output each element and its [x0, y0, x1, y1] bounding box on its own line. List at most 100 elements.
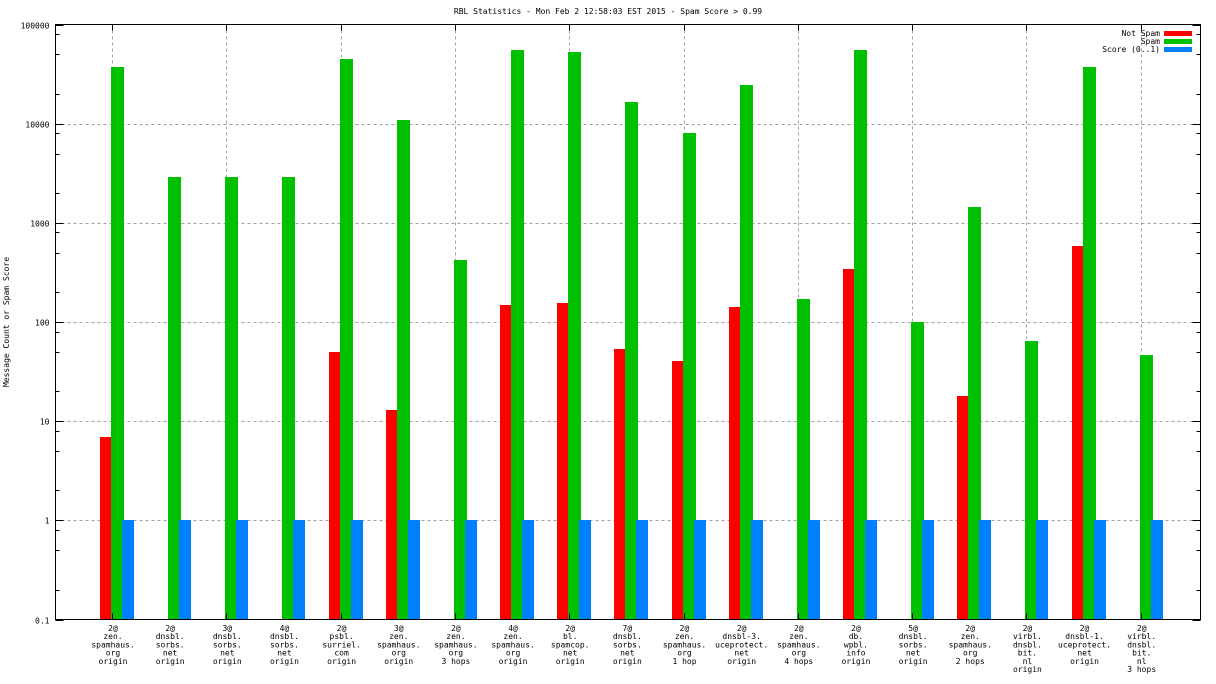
x-tick-label: sorbs.: [213, 640, 242, 649]
x-tick-label: sorbs.: [613, 640, 642, 649]
bar-spam: [568, 52, 581, 620]
x-tick-label: info: [846, 649, 865, 658]
x-tick-label: spamhaus.: [949, 640, 992, 649]
x-tick-label: origin: [556, 657, 585, 666]
x-tick-label: bl.: [563, 632, 577, 641]
x-tick-label: zen.: [389, 632, 408, 641]
bar-score-0-1: [1094, 520, 1106, 620]
x-tick-label: dnsbl.: [1127, 640, 1156, 649]
x-tick-label: org: [449, 649, 464, 658]
x-tick-label: dnsbl.: [899, 632, 928, 641]
x-tick-label: 2@: [794, 624, 804, 633]
x-axis-labels: 2@zen.spamhaus.orgorigin2@dnsbl.sorbs.ne…: [91, 624, 1156, 674]
bar-spam: [1140, 355, 1153, 620]
x-tick-label: 2@: [851, 624, 861, 633]
x-tick-label: wpbl.: [844, 640, 868, 649]
x-tick-label: origin: [727, 657, 756, 666]
x-tick-label: 2@: [1023, 624, 1033, 633]
x-tick-label: zen.: [675, 632, 694, 641]
bar-score-0-1: [465, 520, 477, 620]
bar-score-0-1: [579, 520, 591, 620]
bars: [100, 50, 1163, 620]
bar-spam: [225, 177, 238, 620]
x-tick-label: surriel.: [322, 640, 361, 649]
x-tick-label: nl: [1023, 657, 1033, 666]
y-tick-label: 10000: [25, 121, 49, 130]
y-axis-label: Message Count or Spam Score: [2, 257, 11, 387]
x-tick-label: 2@: [1080, 624, 1090, 633]
bar-spam: [282, 177, 295, 620]
x-tick-label: 2@: [451, 624, 461, 633]
x-tick-label: 7@: [623, 624, 633, 633]
x-tick-label: 3 hops: [1127, 665, 1156, 674]
x-tick-label: org: [963, 649, 978, 658]
x-tick-label: db.: [849, 632, 863, 641]
bar-spam: [797, 299, 810, 620]
y-tick-label: 0.1: [35, 617, 50, 626]
bar-not-spam: [729, 307, 741, 620]
x-tick-label: 4@: [508, 624, 518, 633]
x-tick-label: net: [163, 649, 178, 658]
x-tick-label: org: [677, 649, 692, 658]
x-tick-label: uceprotect.: [1058, 640, 1111, 649]
x-tick-label: uceprotect.: [715, 640, 768, 649]
y-axis-ticks: 0.1 1 10 100 1000 10000 100000: [21, 22, 1201, 626]
chart-title: RBL Statistics - Mon Feb 2 12:58:03 EST …: [454, 7, 762, 16]
bar-spam: [397, 120, 410, 620]
y-tick-label: 100: [35, 319, 50, 328]
x-tick-label: net: [563, 649, 578, 658]
x-tick-label: 1 hop: [672, 657, 696, 666]
bar-score-0-1: [122, 520, 134, 620]
x-tick-label: origin: [1013, 665, 1042, 674]
x-tick-label: 3@: [222, 624, 232, 633]
x-tick-label: dnsbl-3.: [722, 632, 761, 641]
bar-not-spam: [100, 437, 112, 620]
x-tick-label: origin: [327, 657, 356, 666]
x-tick-label: 4@: [280, 624, 290, 633]
x-tick-label: 2@: [965, 624, 975, 633]
bar-score-0-1: [522, 520, 534, 620]
bar-score-0-1: [808, 520, 820, 620]
bar-score-0-1: [922, 520, 934, 620]
x-tick-label: zen.: [446, 632, 465, 641]
bar-spam: [625, 102, 638, 620]
y-tick-label: 1000: [30, 220, 49, 229]
x-tick-label: virbl.: [1013, 632, 1042, 641]
bar-not-spam: [386, 410, 398, 620]
x-tick-label: org: [106, 649, 121, 658]
bar-score-0-1: [636, 520, 648, 620]
x-tick-label: zen.: [503, 632, 522, 641]
y-tick-label: 100000: [21, 22, 50, 31]
x-tick-label: 3@: [394, 624, 404, 633]
bar-spam: [911, 322, 924, 620]
x-tick-label: zen.: [103, 632, 122, 641]
x-tick-label: origin: [841, 657, 870, 666]
x-tick-label: net: [906, 649, 921, 658]
x-tick-label: origin: [270, 657, 299, 666]
x-tick-label: spamhaus.: [377, 640, 420, 649]
x-tick-label: origin: [499, 657, 528, 666]
x-tick-label: origin: [384, 657, 413, 666]
x-tick-label: spamhaus.: [777, 640, 820, 649]
x-tick-label: com: [334, 649, 349, 658]
x-tick-label: sorbs.: [899, 640, 928, 649]
bar-score-0-1: [179, 520, 191, 620]
legend-label: Score (0..1): [1102, 45, 1160, 54]
x-tick-label: bit.: [1132, 649, 1151, 658]
x-tick-label: zen.: [961, 632, 980, 641]
bar-not-spam: [1072, 246, 1084, 620]
x-tick-label: psbl.: [330, 632, 354, 641]
bar-score-0-1: [408, 520, 420, 620]
x-tick-label: dnsbl.: [270, 632, 299, 641]
y-tick-label: 10: [40, 418, 50, 427]
bar-not-spam: [557, 303, 569, 620]
x-tick-label: sorbs.: [270, 640, 299, 649]
bar-score-0-1: [1151, 520, 1163, 620]
x-tick-label: 2@: [108, 624, 118, 633]
x-tick-label: origin: [213, 657, 242, 666]
x-tick-label: bit.: [1018, 649, 1037, 658]
x-tick-label: dnsbl.: [1013, 640, 1042, 649]
x-tick-label: 4 hops: [784, 657, 813, 666]
